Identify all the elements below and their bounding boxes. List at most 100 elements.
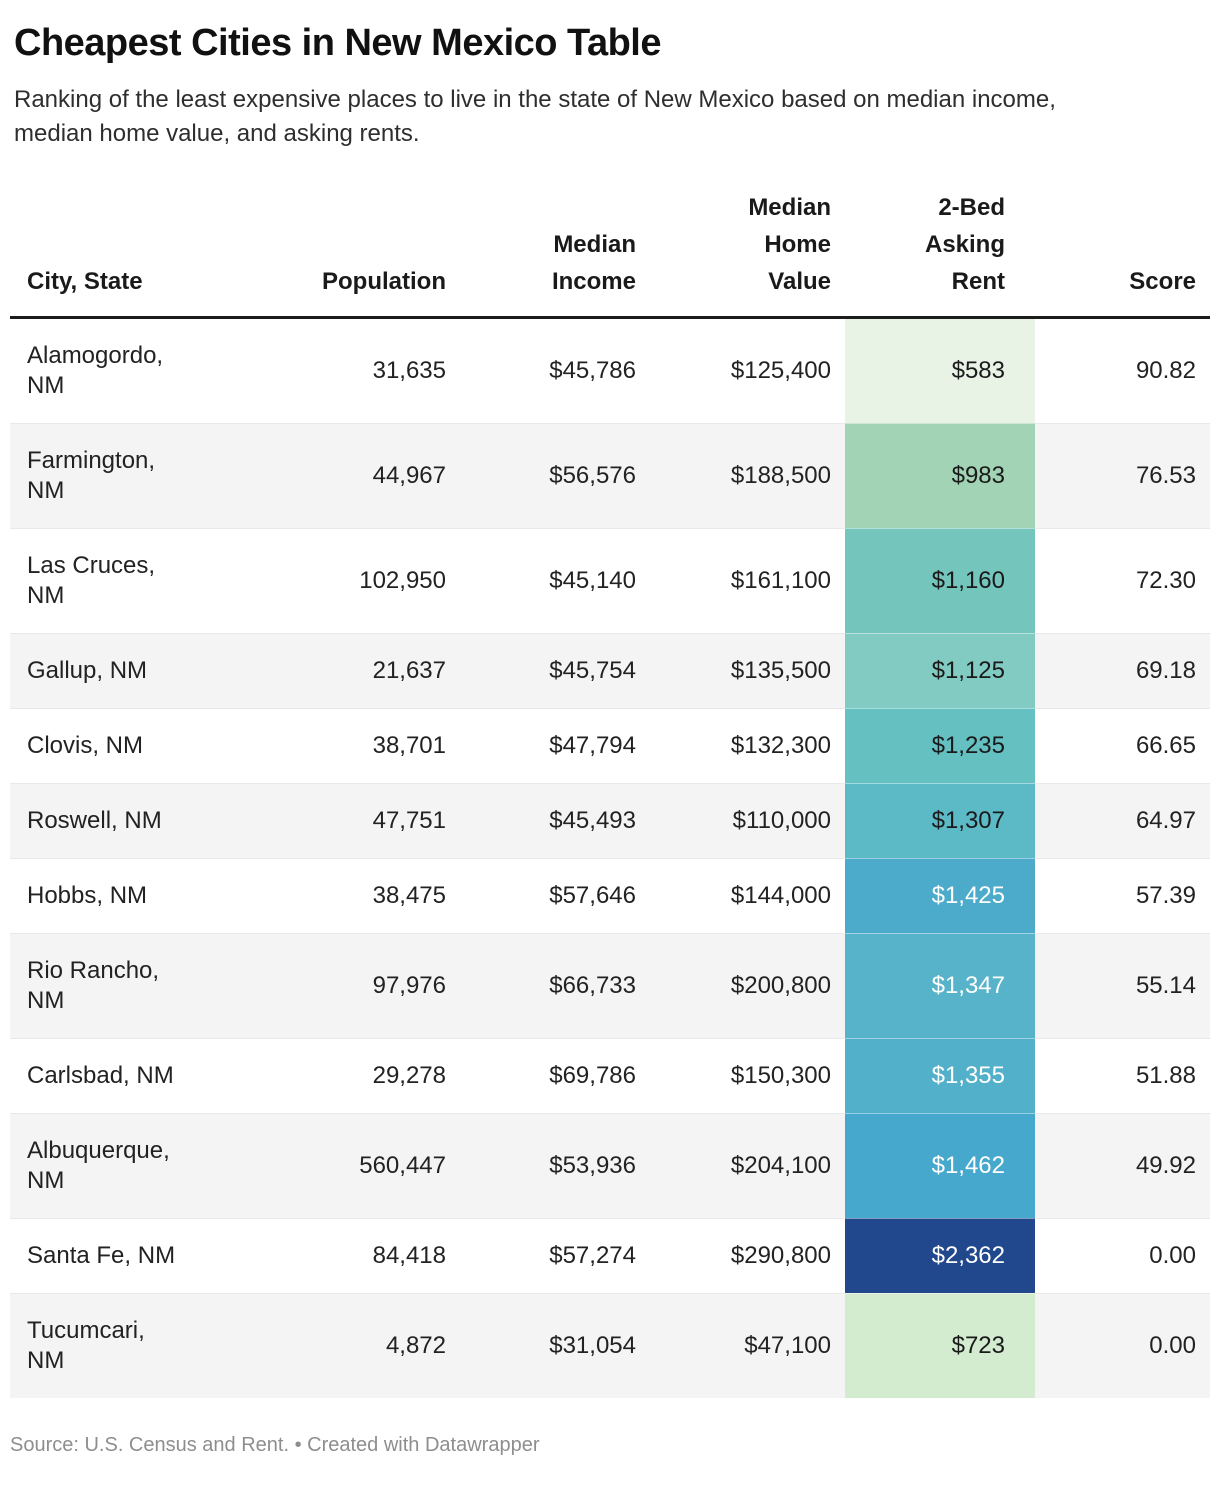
page-title: Cheapest Cities in New Mexico Table [14,22,661,64]
score-cell: 69.18 [1035,632,1210,709]
home-value-cell: $110,000 [650,782,845,859]
city-label: Rio Rancho, NM [27,956,160,1014]
home-value-cell: $161,100 [650,527,845,634]
city-label: Tucumcari, NM [27,1316,145,1374]
city-cell: Gallup, NM [10,632,250,709]
population-cell: 102,950 [250,527,460,634]
home-value-cell: $188,500 [650,422,845,529]
population-cell: 31,635 [372,356,446,384]
population-cell: 560,447 [250,1112,460,1219]
city-label: Carlsbad, NM [27,1061,174,1089]
city-label: Roswell, NM [27,806,162,834]
rent-heatmap-cell: $1,160 [845,527,1035,634]
score-cell: 66.65 [1035,707,1210,784]
city-label: Albuquerque, NM [27,1136,170,1194]
income-cell: $45,754 [460,632,650,709]
page-subtitle: Ranking of the least expensive places to… [14,85,1056,147]
table-row-clovis: Clovis, NM 38,701 $47,794 $132,300 $1,23… [10,707,1210,784]
home-value-cell: $132,300 [650,707,845,784]
score-cell: 49.92 [1035,1112,1210,1219]
city-label: Hobbs, NM [27,881,148,909]
score-cell: 90.82 [1135,356,1196,384]
home-value-cell: $290,800 [650,1217,845,1294]
table-row-carlsbad: Carlsbad, NM 29,278 $69,786 $150,300 $1,… [10,1037,1210,1114]
column-header-score: Score [1035,188,1210,319]
rent-heatmap-cell: $583 [845,317,1035,424]
score-cell: 57.39 [1035,857,1210,934]
population-cell: 21,637 [250,632,460,709]
home-value-cell: $47,100 [650,1292,845,1398]
column-header-population: Population [250,188,460,319]
city-cell: Albuquerque, NM [10,1112,250,1219]
rent-heatmap-cell: $1,125 [845,632,1035,709]
home-value-cell: $144,000 [650,857,845,934]
table-row-rio-rancho: Rio Rancho, NM 97,976 $66,733 $200,800 $… [10,932,1210,1039]
rent-heatmap-cell: $983 [845,422,1035,529]
table-row-farmington: Farmington, NM 44,967 $56,576 $188,500 $… [10,422,1210,529]
home-value-cell: $135,500 [650,632,845,709]
income-cell: $57,274 [460,1217,650,1294]
population-cell: 47,751 [250,782,460,859]
score-cell: 76.53 [1035,422,1210,529]
table-row-hobbs: Hobbs, NM 38,475 $57,646 $144,000 $1,425… [10,857,1210,934]
score-cell: 72.30 [1035,527,1210,634]
table-row-alamogordo: Alamogordo, NM 31,635 $45,786 $125,400 $… [10,317,1210,424]
city-cell: Santa Fe, NM [10,1217,250,1294]
column-header-city: City, State [10,188,250,319]
income-cell: $66,733 [460,932,650,1039]
rent-heatmap-cell: $1,425 [845,857,1035,934]
table-header: City, State Population Median Income Med… [10,188,1210,319]
table-row-roswell: Roswell, NM 47,751 $45,493 $110,000 $1,3… [10,782,1210,859]
city-label: Gallup, NM [27,656,148,684]
score-cell: 64.97 [1035,782,1210,859]
city-cell: Carlsbad, NM [10,1037,250,1114]
home-value-cell: $200,800 [650,932,845,1039]
table-row-las-cruces: Las Cruces, NM 102,950 $45,140 $161,100 … [10,527,1210,634]
score-cell: 0.00 [1035,1217,1210,1294]
table-row-albuquerque: Albuquerque, NM 560,447 $53,936 $204,100… [10,1112,1210,1219]
population-cell: 38,701 [250,707,460,784]
table-row-santa-fe: Santa Fe, NM 84,418 $57,274 $290,800 $2,… [10,1217,1210,1294]
column-header-home-value: Median Home Value [650,188,845,319]
rent-heatmap-cell: $2,362 [845,1217,1035,1294]
city-cell: Alamogordo, NM [10,317,250,423]
city-cell: Las Cruces, NM [10,527,250,634]
home-value-cell: $150,300 [650,1037,845,1114]
source-attribution: Source: U.S. Census and Rent. • Created … [10,1433,540,1456]
city-cell: Roswell, NM [10,782,250,859]
city-label: Las Cruces, NM [27,551,156,609]
city-cell: Tucumcari, NM [10,1292,250,1398]
income-cell: $45,140 [460,527,650,634]
income-cell: $45,786 [549,356,636,384]
score-cell: 0.00 [1035,1292,1210,1398]
home-value-cell: $204,100 [650,1112,845,1219]
table-header-row: City, State Population Median Income Med… [10,188,1210,319]
column-header-rent: 2-Bed Asking Rent [845,188,1035,319]
population-cell: 4,872 [250,1292,460,1398]
population-cell: 38,475 [250,857,460,934]
rent-heatmap-cell: $1,355 [845,1037,1035,1114]
city-cell: Hobbs, NM [10,857,250,934]
city-label: Clovis, NM [27,731,144,759]
income-cell: $31,054 [460,1292,650,1398]
rent-heatmap-cell: $1,307 [845,782,1035,859]
home-value-cell: $125,400 [730,356,831,384]
income-cell: $57,646 [460,857,650,934]
city-label: Santa Fe, NM [27,1241,176,1269]
cheapest-cities-table: City, State Population Median Income Med… [10,188,1210,1398]
city-label: Farmington, NM [27,446,156,504]
population-cell: 97,976 [250,932,460,1039]
population-cell: 29,278 [250,1037,460,1114]
income-cell: $53,936 [460,1112,650,1219]
city-cell: Farmington, NM [10,422,250,529]
city-cell: Clovis, NM [10,707,250,784]
income-cell: $69,786 [460,1037,650,1114]
score-cell: 55.14 [1035,932,1210,1039]
score-cell: 51.88 [1035,1037,1210,1114]
table-body: Alamogordo, NM 31,635 $45,786 $125,400 $… [10,317,1210,1398]
table-row-tucumcari: Tucumcari, NM 4,872 $31,054 $47,100 $723… [10,1292,1210,1398]
city-label: Alamogordo, NM [27,341,164,399]
rent-heatmap-cell: $723 [845,1292,1035,1398]
population-cell: 84,418 [250,1217,460,1294]
